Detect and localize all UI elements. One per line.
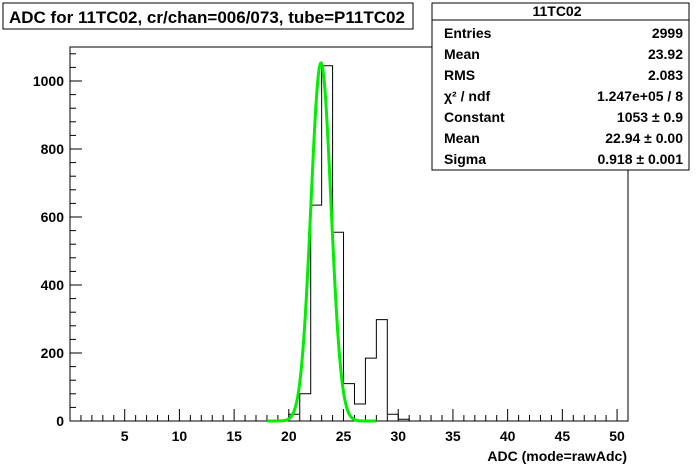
stats-value: 1.247e+05 / 8 — [597, 88, 683, 104]
x-tick-label: 40 — [500, 428, 516, 444]
x-tick-label: 10 — [172, 428, 188, 444]
stats-label: Mean — [444, 46, 480, 62]
x-tick-label: 20 — [281, 428, 297, 444]
gaussian-fit-series — [266, 61, 377, 423]
x-tick-label: 15 — [226, 428, 242, 444]
stats-value: 1053 ± 0.9 — [617, 109, 683, 125]
x-tick-label: 45 — [555, 428, 571, 444]
stats-label: Mean — [444, 130, 480, 146]
y-tick-label: 800 — [41, 141, 65, 157]
stats-box-title: 11TC02 — [532, 3, 581, 19]
y-tick-label: 1000 — [33, 73, 64, 89]
y-tick-label: 0 — [56, 413, 64, 429]
x-tick-label: 25 — [336, 428, 352, 444]
y-tick-label: 200 — [41, 345, 65, 361]
stats-box: 11TC02 Entries 2999 Mean 23.92 RMS 2.083 χ² / … — [431, 2, 690, 171]
stats-value: 2999 — [652, 25, 683, 41]
y-axis: 0 200 400 600 800 1000 — [33, 53, 82, 429]
stats-value: 2.083 — [648, 67, 683, 83]
x-tick-label: 35 — [445, 428, 461, 444]
stats-value: 0.918 ± 0.001 — [597, 151, 683, 167]
stats-label: Constant — [444, 109, 505, 125]
x-tick-label: 30 — [390, 428, 406, 444]
stats-label: Sigma — [444, 151, 486, 167]
histogram-series — [70, 65, 628, 422]
y-tick-label: 600 — [41, 209, 65, 225]
y-tick-label: 400 — [41, 277, 65, 293]
x-axis: 5 10 15 20 25 30 35 40 45 50 — [69, 409, 629, 444]
stats-value: 22.94 ± 0.00 — [605, 130, 683, 146]
x-tick-label: 5 — [121, 428, 129, 444]
chart-title-box: ADC for 11TC02, cr/chan=006/073, tube=P1… — [2, 2, 414, 30]
x-axis-label: ADC (mode=rawAdc) — [487, 448, 627, 464]
histogram-outline — [288, 65, 410, 421]
stats-label: χ² / ndf — [444, 88, 490, 104]
chart-title: ADC for 11TC02, cr/chan=006/073, tube=P1… — [9, 8, 405, 27]
stats-label: RMS — [444, 67, 475, 83]
stats-value: 23.92 — [648, 46, 683, 62]
fit-curve — [266, 61, 377, 423]
x-tick-label: 50 — [609, 428, 625, 444]
stats-label: Entries — [444, 25, 492, 41]
